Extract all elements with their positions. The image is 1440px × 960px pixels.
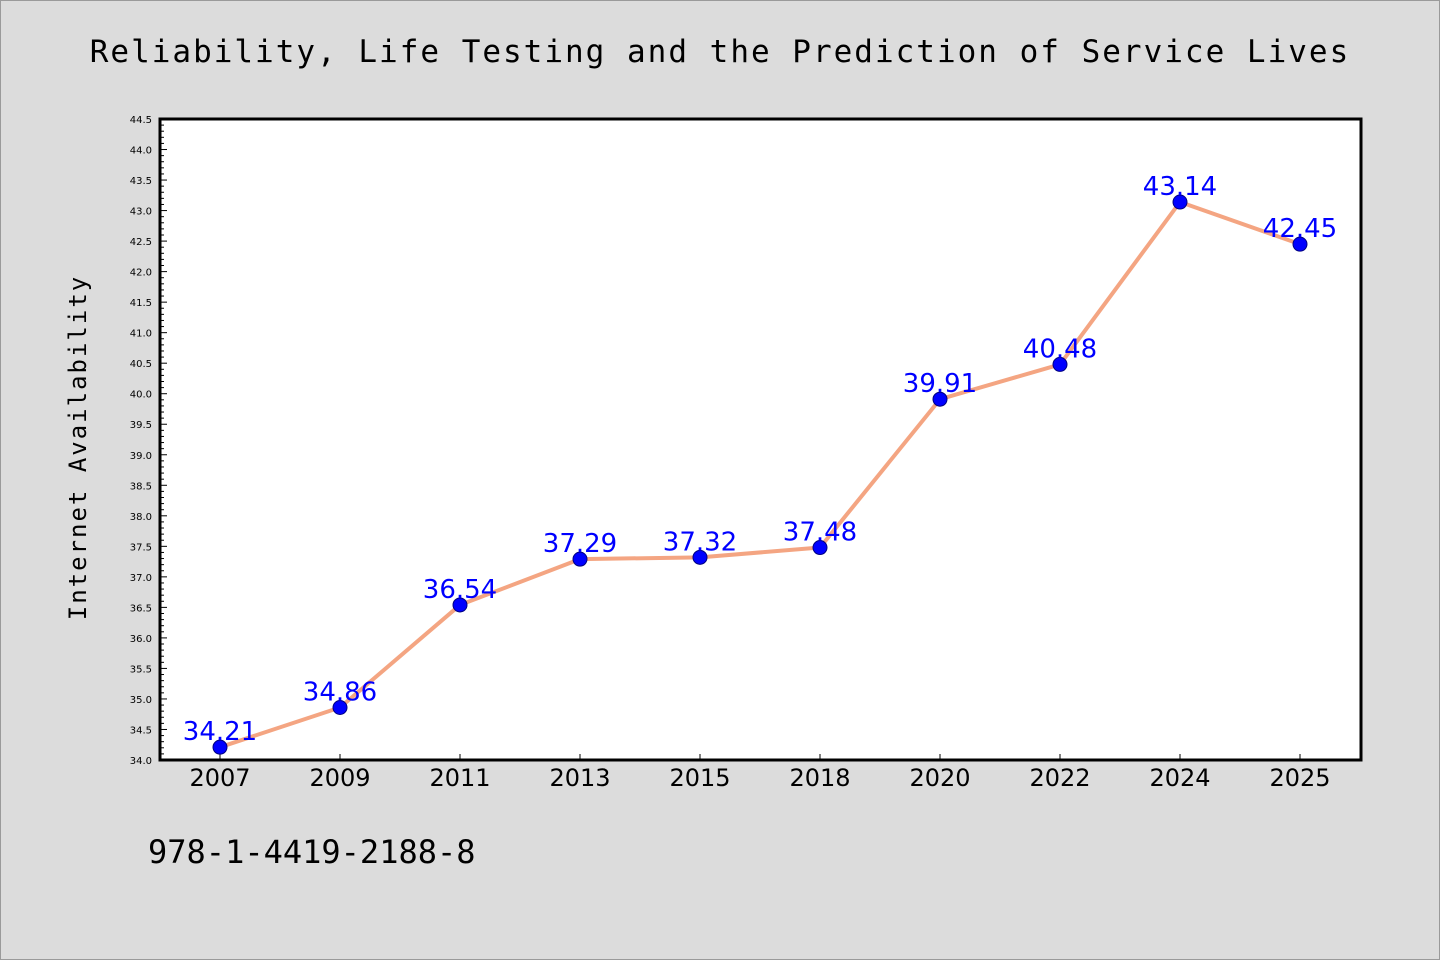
- y-tick-label: 39.0: [130, 451, 152, 462]
- y-tick-label: 43.5: [130, 176, 152, 187]
- y-tick-label: 38.0: [130, 512, 152, 523]
- chart-title: Reliability, Life Testing and the Predic…: [89, 34, 1351, 70]
- x-tick-label: 2025: [1269, 764, 1330, 792]
- x-tick-label: 2020: [909, 764, 970, 792]
- y-tick-label: 42.5: [130, 237, 152, 248]
- isbn-footer: 978-1-4419-2188-8: [148, 833, 476, 871]
- y-tick-label: 38.5: [130, 481, 152, 492]
- data-label-layer: 34.21 34.86 36.54 37.29 37.32 37.48 39.91 40.48…: [183, 172, 1337, 747]
- y-tick-label: 40.0: [130, 390, 152, 401]
- data-point-marker: [452, 597, 468, 613]
- x-tick-label: 2007: [189, 764, 250, 792]
- x-axis: 2007 2009 2011 2013 2015 2018 2020 2022 2024 2025: [189, 754, 1331, 792]
- y-tick-label: 43.0: [130, 207, 152, 218]
- series-line: [219, 200, 1301, 750]
- data-label: 37.29: [543, 529, 617, 559]
- x-tick-label: 2009: [309, 764, 370, 792]
- data-label: 42.45: [1263, 214, 1337, 244]
- data-point-marker: [932, 391, 948, 407]
- y-axis-label: Internet Availability: [64, 275, 92, 620]
- data-point-marker: [812, 540, 828, 556]
- data-label: 37.48: [783, 518, 857, 548]
- y-tick-label: 42.0: [130, 268, 152, 279]
- data-label: 40.48: [1023, 334, 1097, 364]
- data-point-marker: [1292, 236, 1308, 252]
- y-tick-label: 44.0: [130, 146, 152, 157]
- y-tick-label: 37.5: [130, 542, 152, 553]
- data-point-marker: [1052, 356, 1068, 372]
- data-label: 43.14: [1143, 172, 1217, 202]
- data-label: 36.54: [423, 575, 497, 605]
- x-tick-label: 2024: [1149, 764, 1210, 792]
- marker-layer: [212, 194, 1308, 755]
- y-tick-label: 36.5: [130, 603, 152, 614]
- series-layer: [219, 200, 1301, 750]
- y-tick-label: 41.0: [130, 329, 152, 340]
- y-tick-label: 37.0: [130, 573, 152, 584]
- x-tick-label: 2015: [669, 764, 730, 792]
- y-tick-label: 41.5: [130, 298, 152, 309]
- data-label: 37.32: [663, 527, 737, 557]
- y-axis: 34.0 34.5 35.0 35.5 36.0 36.5 37.0 37.5 38.0 38.5…: [130, 115, 167, 767]
- y-tick-label: 44.5: [130, 115, 152, 126]
- data-point-marker: [332, 699, 348, 715]
- data-point-marker: [572, 551, 588, 567]
- y-tick-label: 35.0: [130, 695, 152, 706]
- plot-area: [158, 117, 1363, 762]
- data-point-marker: [692, 549, 708, 565]
- data-label: 34.21: [183, 717, 257, 747]
- y-tick-label: 40.5: [130, 359, 152, 370]
- data-point-marker: [1172, 194, 1188, 210]
- x-tick-label: 2011: [429, 764, 490, 792]
- x-tick-label: 2018: [789, 764, 850, 792]
- x-tick-label: 2013: [549, 764, 610, 792]
- data-point-marker: [212, 739, 228, 755]
- y-tick-label: 36.0: [130, 634, 152, 645]
- data-label: 39.91: [903, 369, 977, 399]
- y-tick-label: 34.0: [130, 756, 152, 767]
- data-label: 34.86: [303, 677, 377, 707]
- x-tick-label: 2022: [1029, 764, 1090, 792]
- y-tick-label: 34.5: [130, 725, 152, 736]
- y-tick-label: 35.5: [130, 664, 152, 675]
- y-tick-label: 39.5: [130, 420, 152, 431]
